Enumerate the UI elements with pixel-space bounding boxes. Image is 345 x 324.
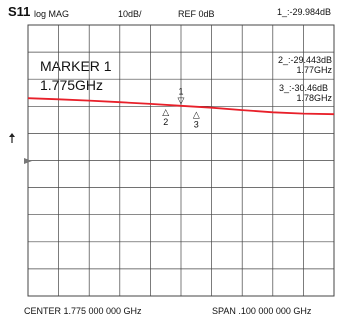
marker-2-readout: 2_:-29.443dB [277, 55, 332, 65]
reference-position-arrow [24, 158, 32, 164]
marker-2-symbol: △ [162, 108, 169, 118]
marker-2-frequency: 1.77GHz [296, 65, 332, 75]
marker-3-label: 3 [194, 120, 199, 130]
reference-label: REF 0dB [178, 9, 215, 19]
marker-3-symbol: △ [193, 111, 200, 121]
parameter-label: S11 [8, 4, 31, 19]
marker-panel-title: MARKER 1 [40, 58, 112, 74]
format-label: log MAG [34, 9, 70, 19]
marker-panel-frequency: 1.775GHz [40, 77, 104, 93]
chart-grid [27, 24, 335, 297]
s11-trace [27, 97, 335, 116]
center-frequency-label: CENTER 1.775 000 000 GHz [24, 306, 142, 316]
marker-1-readout: 1_:-29.984dB [276, 7, 331, 17]
marker-2-label: 2 [163, 117, 168, 127]
span-label: SPAN .100 000 000 GHz [212, 306, 312, 316]
marker-3-frequency: 1.78GHz [296, 93, 332, 103]
marker-1-label: 1 [178, 86, 183, 96]
scale-arrowhead-icon [9, 133, 15, 137]
marker-1-symbol: ▽ [178, 96, 185, 106]
scale-label: 10dB/ [118, 9, 142, 19]
